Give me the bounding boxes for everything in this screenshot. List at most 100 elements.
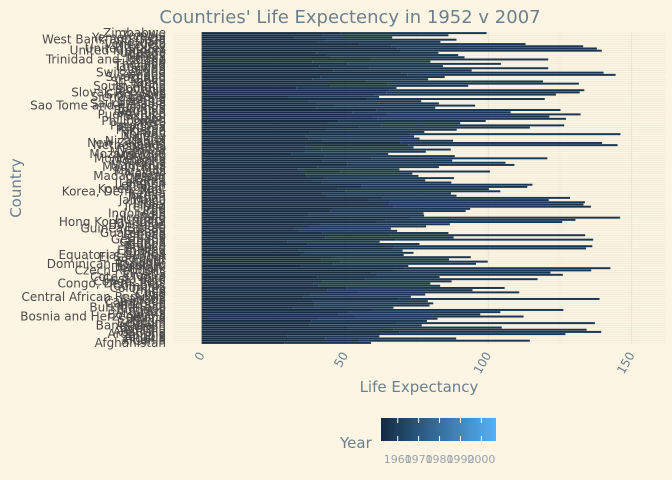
bar-segment bbox=[330, 210, 466, 213]
bar-segment bbox=[201, 36, 295, 39]
bar-segment bbox=[410, 133, 621, 136]
bar-segment bbox=[392, 247, 587, 250]
bar-segment bbox=[201, 335, 288, 338]
bar-segment bbox=[201, 100, 309, 103]
y-tick-label: Bulgaria bbox=[116, 303, 166, 317]
bar-segment bbox=[201, 216, 410, 219]
y-tick-label: Slovenia bbox=[115, 83, 166, 97]
bar-segment bbox=[201, 109, 377, 111]
bar-segment bbox=[201, 183, 362, 186]
bar-segment bbox=[201, 337, 326, 340]
bar-segment bbox=[201, 280, 323, 283]
bar-segment bbox=[401, 71, 604, 74]
bar-segment bbox=[385, 218, 576, 221]
bar-segment bbox=[201, 243, 308, 246]
bar-segment bbox=[312, 60, 431, 63]
bar-segment bbox=[201, 258, 322, 261]
y-tick-label: Argentina bbox=[107, 327, 166, 341]
y-tick-label: Guinea-Bissau bbox=[80, 222, 166, 236]
bar-segment bbox=[201, 196, 383, 199]
bar-segment bbox=[201, 311, 348, 314]
bar-segment bbox=[408, 144, 618, 147]
bar-segment bbox=[201, 163, 348, 166]
bar-segment bbox=[316, 106, 436, 109]
bar-segment bbox=[394, 245, 593, 248]
y-tick-label: Montenegro bbox=[94, 151, 166, 165]
bar-segment bbox=[201, 148, 322, 151]
y-tick-label: Chad bbox=[135, 288, 166, 302]
bar-segment bbox=[201, 273, 378, 276]
y-tick-label: Netherlands bbox=[93, 138, 166, 152]
bar-segment bbox=[361, 183, 533, 186]
bar-segment bbox=[201, 201, 391, 204]
bar-segment bbox=[317, 317, 438, 320]
y-tick-label: Pakistan bbox=[116, 123, 166, 137]
bar-segment bbox=[333, 262, 476, 265]
bar-segment bbox=[358, 291, 520, 294]
bar-segment bbox=[201, 119, 339, 122]
bar-segment bbox=[201, 262, 334, 265]
y-tick-label: Uruguay bbox=[115, 39, 166, 53]
bar-segment bbox=[201, 93, 375, 96]
y-tick-label: Honduras bbox=[108, 217, 166, 231]
legend-tick-label: 2000 bbox=[467, 453, 495, 466]
bar-segment bbox=[201, 54, 327, 57]
y-tick-label: Tunisia bbox=[124, 50, 166, 64]
y-tick-label: Mali bbox=[142, 162, 166, 176]
bar-segment bbox=[201, 190, 346, 193]
bar-segment bbox=[201, 117, 378, 120]
y-tick-label: Lebanon bbox=[115, 178, 166, 192]
y-tick-label: Mauritania bbox=[102, 160, 166, 174]
bar-segment bbox=[297, 229, 398, 232]
y-tick-label: South Africa bbox=[93, 79, 166, 93]
bar-segment bbox=[201, 84, 331, 87]
y-tick-label: Malaysia bbox=[114, 165, 166, 179]
y-tick-label: Bolivia bbox=[126, 312, 166, 326]
y-tick-label: Kuwait bbox=[126, 180, 166, 194]
y-tick-label: Turkey bbox=[126, 48, 166, 62]
legend-tick-label: 1960 bbox=[384, 453, 412, 466]
bar-segment bbox=[201, 293, 311, 296]
y-tick-label: El Salvador bbox=[99, 250, 166, 264]
y-tick-label: Colombia bbox=[110, 281, 166, 295]
y-tick-label: Burkina Faso bbox=[89, 301, 166, 315]
bar-segment bbox=[371, 157, 548, 160]
bar-segment bbox=[201, 133, 411, 136]
x-tick-label: 100 bbox=[471, 350, 495, 377]
bar-segment bbox=[338, 119, 486, 122]
y-tick-label: Benin bbox=[132, 314, 166, 328]
bar-segment bbox=[201, 113, 386, 116]
y-tick-label: Cuba bbox=[135, 266, 166, 280]
y-tick-label: Uganda bbox=[120, 46, 166, 60]
bar-segment bbox=[366, 80, 544, 83]
bar-segment bbox=[201, 271, 372, 274]
bar-segment bbox=[201, 179, 313, 182]
bar-segment bbox=[309, 324, 422, 327]
bar-segment bbox=[312, 300, 428, 303]
bar-segment bbox=[293, 306, 394, 309]
bar-segment bbox=[201, 45, 392, 48]
bar-segment bbox=[324, 155, 455, 158]
y-tick-label: India bbox=[137, 208, 166, 222]
bar-segment bbox=[201, 144, 409, 147]
bar-segment bbox=[201, 260, 341, 263]
bar-segment bbox=[303, 295, 411, 298]
bar-segment bbox=[201, 245, 395, 248]
y-tick-label: West Bank and Gaza bbox=[42, 33, 166, 47]
y-tick-label: Thailand bbox=[113, 57, 166, 71]
bar-segment bbox=[201, 102, 317, 105]
y-tick-label: Sweden bbox=[119, 68, 166, 82]
bar-segment bbox=[299, 249, 403, 252]
y-tick-label: Reunion bbox=[117, 105, 166, 119]
bar-segment bbox=[201, 130, 310, 133]
bar-segment bbox=[311, 319, 427, 322]
bar-segment bbox=[201, 286, 347, 289]
y-tick-label: Albania bbox=[121, 334, 166, 348]
bar-segment bbox=[201, 40, 318, 43]
bar-segment bbox=[347, 163, 515, 166]
y-tick-label: Peru bbox=[139, 116, 166, 130]
bar-segment bbox=[316, 102, 439, 105]
y-tick-label: France bbox=[126, 239, 166, 253]
bar-segment bbox=[317, 40, 441, 43]
y-tick-label: Romania bbox=[114, 103, 166, 117]
